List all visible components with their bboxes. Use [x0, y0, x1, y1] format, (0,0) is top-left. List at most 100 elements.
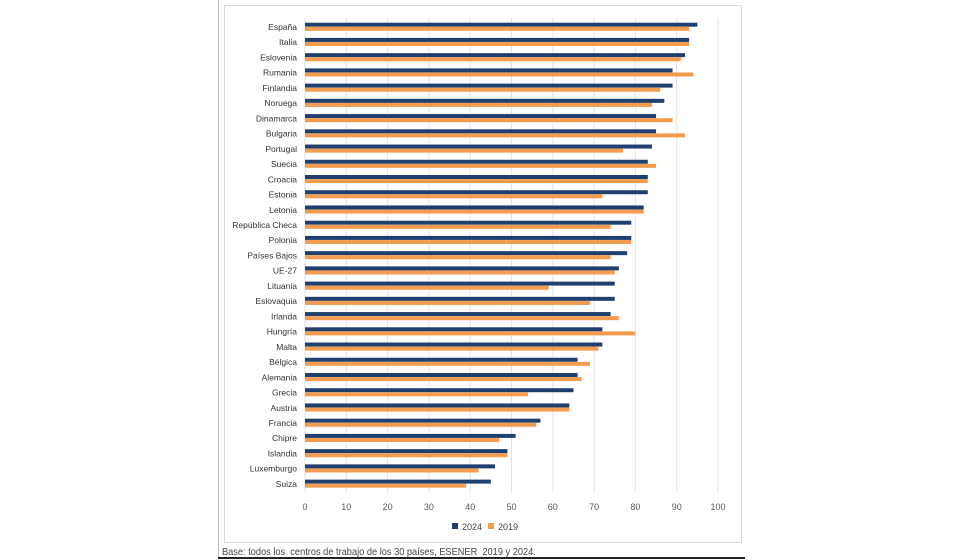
category-label: Italia	[279, 37, 297, 47]
legend-swatch-2024	[452, 523, 458, 529]
bar-2019	[305, 483, 467, 488]
category-label: Países Bajos	[247, 250, 297, 260]
category-label: Alemania	[262, 372, 298, 382]
bar-2019	[305, 179, 648, 184]
category-label: Portugal	[265, 144, 297, 154]
bar-2024	[305, 129, 657, 134]
legend-label: 2024	[462, 522, 482, 532]
bar-2019	[305, 163, 657, 168]
bar-2019	[305, 87, 661, 92]
category-label: Luxemburgo	[250, 464, 298, 474]
category-label: Chipre	[272, 433, 297, 443]
category-label: UE-27	[273, 266, 297, 276]
x-tick-label: 60	[548, 502, 558, 512]
x-tick-label: 30	[424, 502, 434, 512]
category-label: Finlandia	[263, 83, 298, 93]
bar-2024	[305, 266, 619, 271]
category-label: Eslovaquia	[255, 296, 297, 306]
bar-2019	[305, 72, 694, 77]
bar-2024	[305, 479, 491, 484]
bar-2019	[305, 453, 508, 458]
bar-2019	[305, 422, 537, 427]
bar-2024	[305, 342, 603, 347]
bar-2024	[305, 22, 698, 27]
bar-2024	[305, 418, 541, 423]
bar-2019	[305, 331, 636, 336]
x-tick-label: 40	[465, 502, 475, 512]
bar-2019	[305, 194, 603, 199]
bar-2024	[305, 464, 495, 469]
bar-2019	[305, 57, 681, 62]
x-tick-label: 100	[710, 502, 725, 512]
category-label: Malta	[276, 342, 297, 352]
category-label: República Checa	[232, 220, 297, 230]
bar-2019	[305, 224, 611, 229]
bar-2019	[305, 270, 615, 275]
category-label: Irlanda	[271, 311, 297, 321]
x-tick-label: 80	[630, 502, 640, 512]
bar-2019	[305, 468, 479, 473]
bar-2024	[305, 403, 570, 408]
bar-2024	[305, 296, 615, 301]
bar-2024	[305, 83, 673, 88]
bar-2019	[305, 240, 632, 245]
category-label: España	[268, 22, 297, 32]
bar-2024	[305, 114, 657, 119]
bar-2019	[305, 148, 624, 153]
category-label: Bélgica	[269, 357, 297, 367]
bar-2024	[305, 37, 690, 42]
category-label: Croacia	[268, 174, 298, 184]
category-label: Bulgaria	[266, 129, 297, 139]
bar-chart: 0 10 20 30 40 50 60 70 80 90 100 España Italia Eslove…	[232, 18, 726, 532]
bar-2024	[305, 220, 632, 225]
bar-2024	[305, 68, 673, 73]
chart-source-note: Base: todos los centros de trabajo de lo…	[222, 546, 536, 558]
bar-2024	[305, 159, 648, 164]
legend-label: 2019	[498, 522, 518, 532]
bar-2019	[305, 209, 644, 214]
bar-2024	[305, 144, 652, 149]
legend-swatch-2019	[488, 523, 494, 529]
x-tick-label: 70	[589, 502, 599, 512]
bar-2024	[305, 251, 628, 256]
category-label: Rumania	[263, 68, 297, 78]
category-label: Hungría	[267, 327, 298, 337]
category-label: Austria	[271, 403, 298, 413]
category-label: Letonia	[269, 205, 297, 215]
bar-2019	[305, 346, 599, 351]
page-border-line	[218, 0, 219, 558]
bar-2019	[305, 316, 619, 321]
bar-2024	[305, 205, 644, 210]
bar-2019	[305, 392, 529, 397]
category-label: Suiza	[276, 479, 298, 489]
bar-2024	[305, 190, 648, 195]
x-tick-label: 90	[672, 502, 682, 512]
bar-2024	[305, 175, 648, 179]
bar-2024	[305, 372, 578, 377]
bar-2024	[305, 53, 685, 58]
bar-2019	[305, 133, 685, 138]
bar-2019	[305, 438, 500, 443]
category-label: Suecia	[271, 159, 297, 169]
category-label: Francia	[269, 418, 298, 428]
x-tick-label: 0	[302, 502, 307, 512]
category-label: Dinamarca	[256, 113, 297, 123]
category-label: Islandia	[268, 448, 298, 458]
bar-2024	[305, 281, 615, 286]
category-label: Estonia	[269, 190, 298, 200]
bar-2024	[305, 327, 603, 332]
bar-2024	[305, 449, 508, 454]
page-bottom-line	[218, 557, 745, 559]
category-label: Lituania	[267, 281, 297, 291]
bar-2024	[305, 357, 578, 362]
bar-2024	[305, 235, 632, 240]
bar-2019	[305, 300, 590, 305]
bar-2019	[305, 285, 549, 290]
bar-2019	[305, 377, 582, 382]
x-tick-label: 10	[341, 502, 351, 512]
chart-frame	[224, 5, 742, 543]
bar-2019	[305, 102, 652, 107]
bar-2024	[305, 312, 611, 317]
category-label: Eslovenia	[260, 52, 297, 62]
category-label: Grecia	[272, 388, 297, 398]
